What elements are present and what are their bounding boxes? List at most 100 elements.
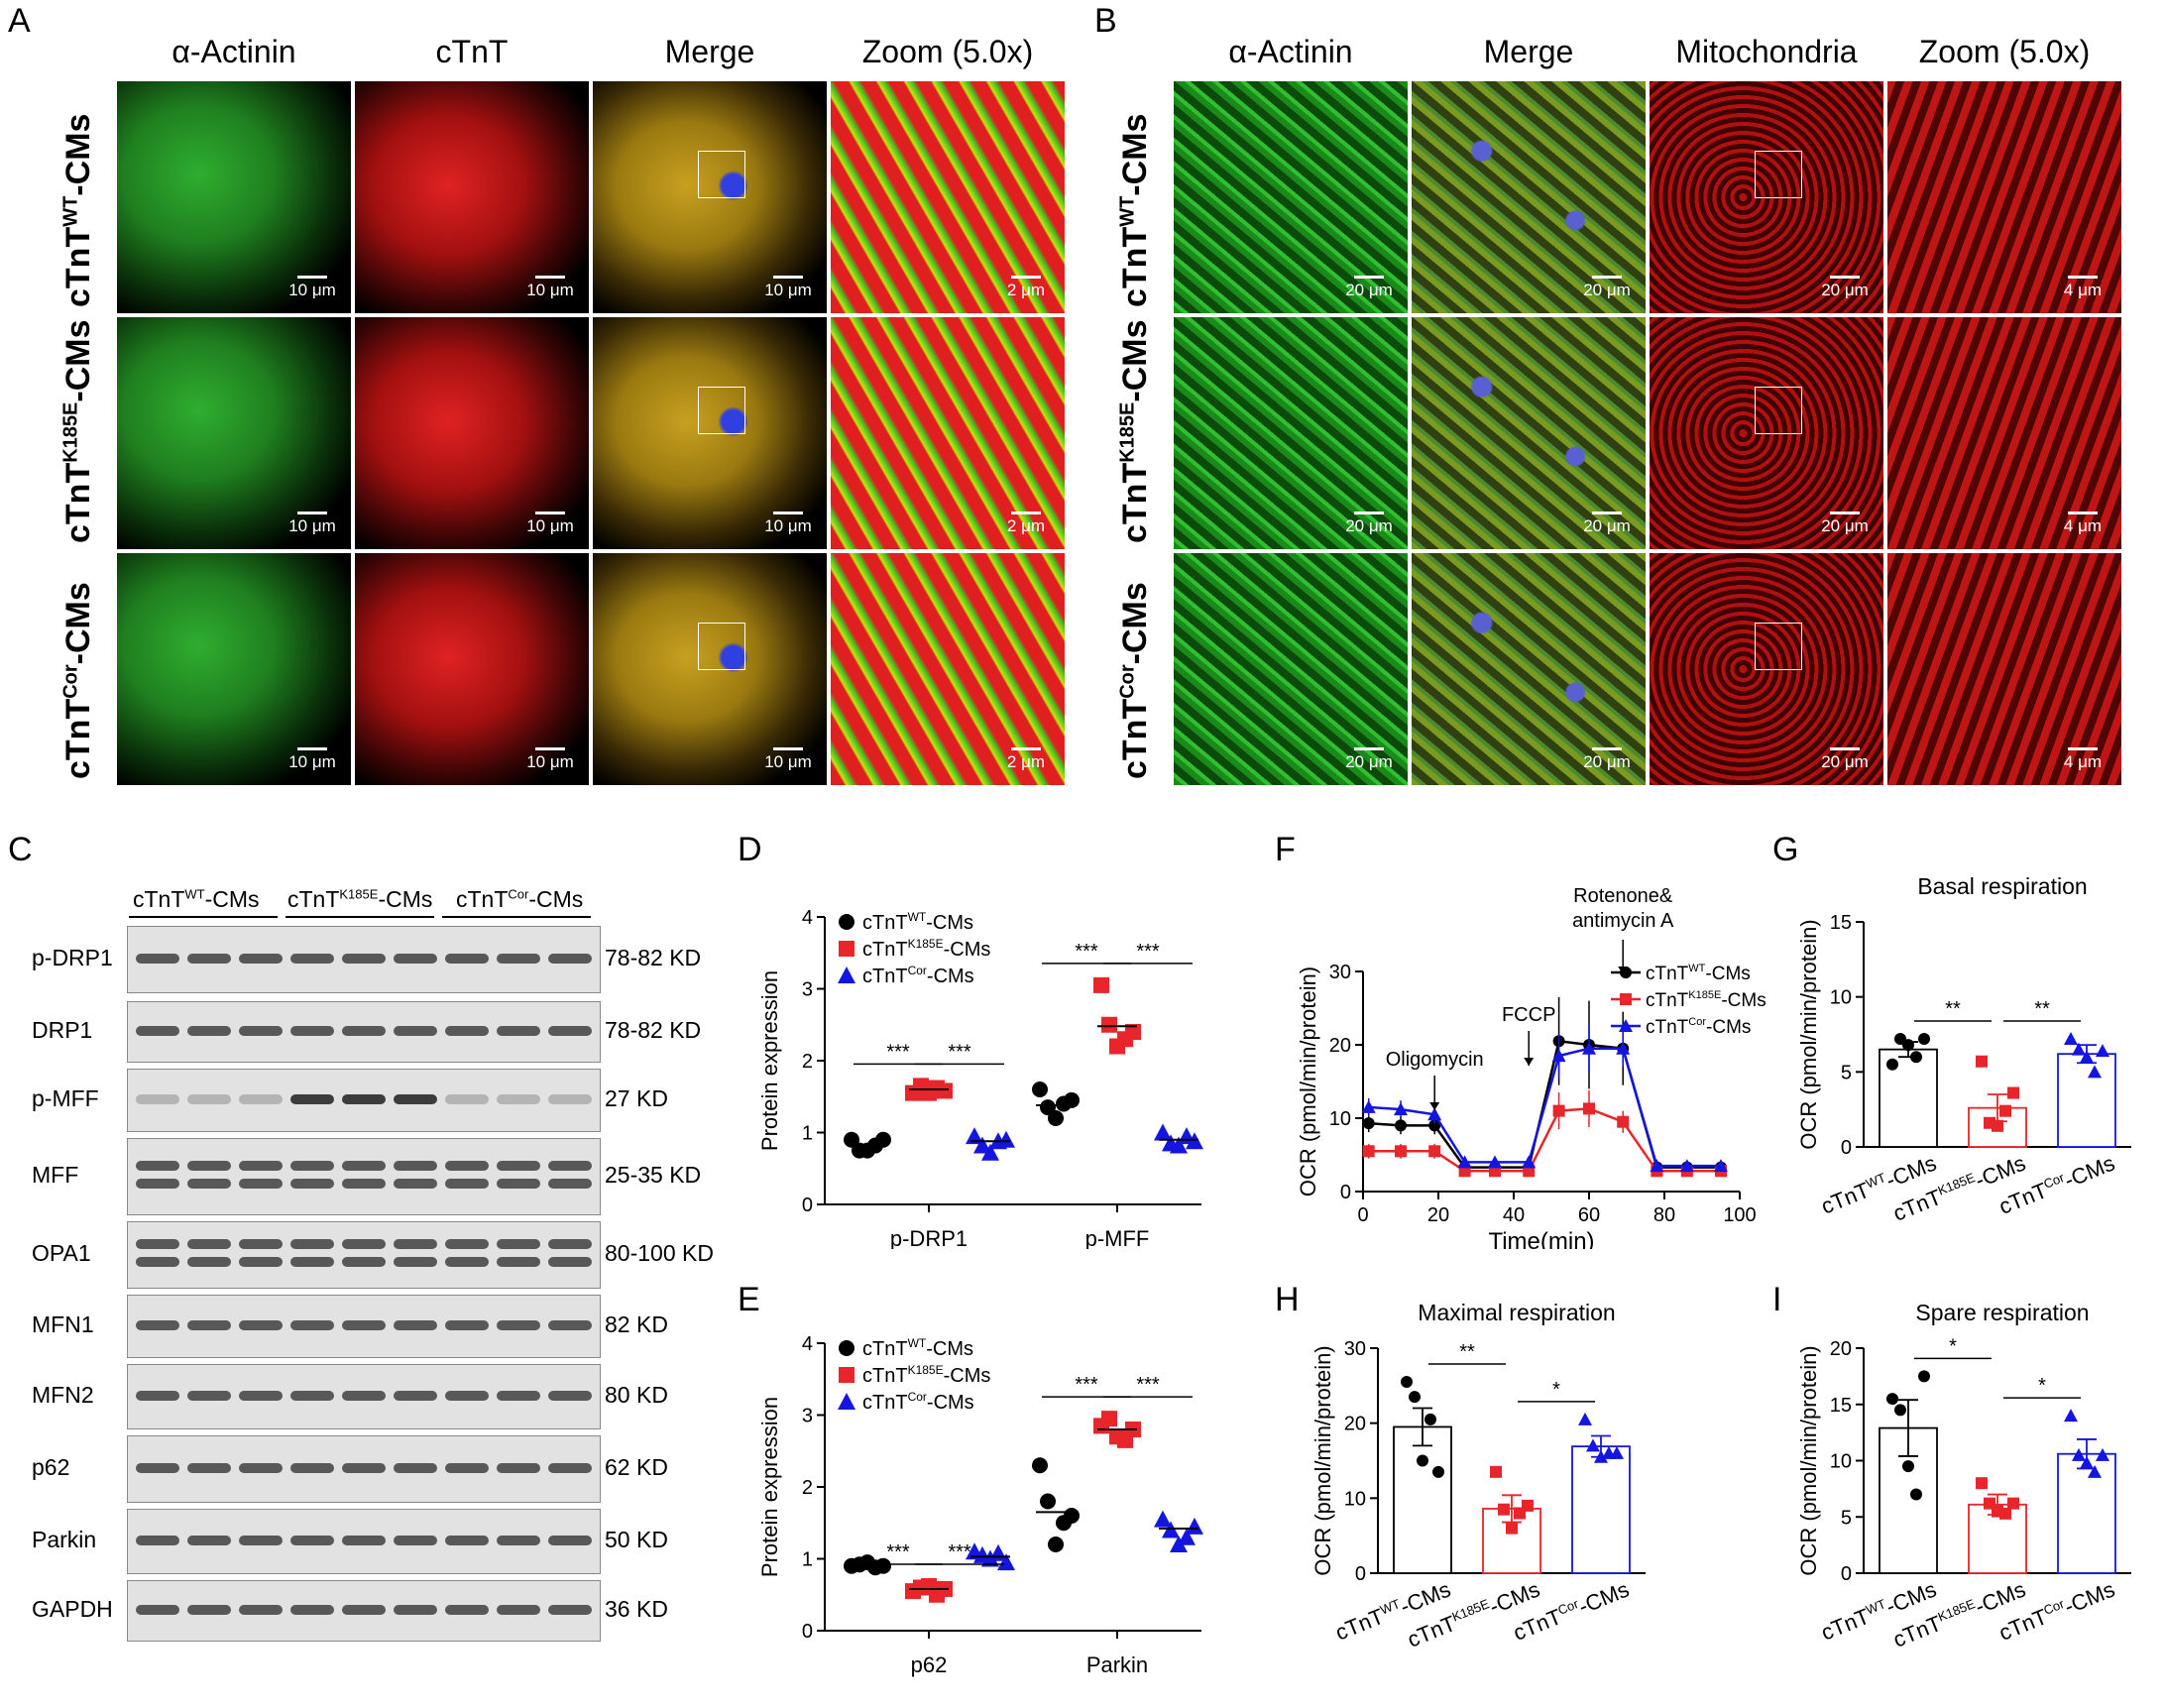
protein-band (136, 1320, 179, 1330)
scale-bar-label: 20 μm (1345, 516, 1393, 535)
y-tick-label: 15 (1830, 912, 1852, 934)
panel-letter-g: G (1772, 831, 1799, 868)
protein-band (497, 1536, 540, 1545)
micrograph (593, 81, 827, 313)
scale-bar: 20 μm (1810, 512, 1880, 536)
protein-band (394, 1026, 437, 1036)
y-tick-label: 10 (1344, 1488, 1366, 1510)
y-tick-label: 30 (1344, 1338, 1366, 1360)
protein-band (187, 1463, 231, 1473)
data-point (1714, 1159, 1728, 1173)
blot-size-label: 36 KD (605, 1596, 668, 1622)
scale-bar: 2 μm (991, 747, 1061, 772)
y-tick-label: 0 (1841, 1563, 1852, 1585)
significance-label: ** (1459, 1341, 1475, 1363)
row-label: cTnTWT-CMs (59, 113, 97, 307)
label-superscript: Cor (508, 886, 529, 902)
protein-band (187, 1391, 231, 1401)
protein-band (394, 1161, 437, 1171)
data-point (2064, 1409, 2078, 1423)
chart-e-mitophagy: 0 1 2 3 4 Protein expression p62 Parkin *** *** **… (757, 1333, 1203, 1677)
zoom-inset-box (698, 623, 746, 671)
protein-band (290, 1391, 334, 1401)
protein-band (342, 1463, 386, 1473)
y-tick-label: 5 (1841, 1062, 1852, 1083)
scale-bar: 20 μm (1810, 276, 1880, 300)
series-line (1368, 1047, 1721, 1168)
significance-label: ** (2034, 998, 2050, 1020)
blot-protein-label: MFN1 (32, 1311, 94, 1337)
y-tick-label: 4 (802, 907, 813, 929)
data-point (1048, 1110, 1064, 1126)
scale-bar-line (1830, 276, 1860, 279)
protein-band (342, 1320, 386, 1330)
data-point (2007, 1086, 2019, 1099)
data-point (997, 1130, 1015, 1148)
micrograph (1174, 81, 1408, 313)
protein-band (497, 954, 540, 964)
protein-band (445, 1179, 489, 1189)
legend-label: cTnTK185E-CMs (1646, 989, 1766, 1011)
y-tick-label: 0 (802, 1621, 813, 1643)
protein-band (239, 1026, 283, 1036)
data-point (1894, 1404, 1906, 1417)
data-point (997, 1553, 1015, 1571)
protein-band (187, 954, 231, 964)
data-point (1093, 976, 1109, 993)
data-point (1522, 1499, 1534, 1512)
data-point (1395, 1119, 1407, 1132)
data-point (2096, 1044, 2109, 1058)
data-point (1498, 1503, 1510, 1516)
protein-band (394, 1239, 437, 1249)
protein-band (445, 1094, 489, 1104)
blot-strip (127, 1435, 601, 1503)
scale-bar-line (1011, 276, 1041, 279)
scale-bar-label: 2 μm (1006, 752, 1046, 771)
micrograph (355, 81, 589, 313)
data-point (1610, 1445, 1624, 1459)
blot-size-label: 27 KD (605, 1085, 668, 1111)
y-tick-label: 0 (802, 1195, 813, 1216)
scale-bar-line (2068, 747, 2098, 750)
protein-band (136, 1161, 179, 1171)
chart-title: Basal respiration (1917, 873, 2087, 899)
protein-band (187, 1094, 231, 1104)
data-point (981, 1549, 999, 1567)
column-header: Zoom (5.0x) (861, 34, 1034, 69)
scale-bar: 20 μm (1572, 747, 1642, 772)
scale-bar-line (2068, 512, 2098, 514)
significance-label: *** (1075, 1374, 1098, 1396)
protein-band (394, 1320, 437, 1330)
micrograph (1887, 81, 2121, 313)
blot-strip (127, 1509, 601, 1574)
protein-band (187, 1179, 231, 1189)
protein-band (394, 1605, 437, 1615)
significance-label: *** (948, 1541, 971, 1563)
data-point (973, 1136, 991, 1154)
micrograph (1650, 553, 1883, 785)
blot-size-label: 80-100 KD (605, 1240, 714, 1266)
micrograph (1174, 317, 1408, 549)
y-tick-label: 4 (802, 1333, 813, 1355)
blot-size-label: 80 KD (605, 1382, 668, 1408)
blot-group-underline (285, 916, 434, 918)
blot-strip (127, 1295, 601, 1358)
scale-bar-label: 10 μm (764, 752, 812, 771)
protein-band (239, 1094, 283, 1104)
micrograph (1650, 317, 1883, 549)
protein-band (445, 1320, 489, 1330)
chart-f-ocr-timecourse: 0 10 20 30 OCR (pmol/min/protein) 0 20 40 60 80 10… (1296, 885, 1766, 1249)
row-label: cTnTK185E-CMs (59, 319, 97, 543)
scale-bar-line (1830, 512, 1860, 514)
annotation-label: FCCP (1502, 1004, 1555, 1026)
data-point (1417, 1454, 1428, 1467)
protein-band (342, 954, 386, 964)
scale-bar-line (297, 512, 327, 514)
y-tick-label: 0 (1841, 1137, 1852, 1159)
data-point (937, 1082, 953, 1099)
data-point (1886, 1058, 1898, 1071)
significance-label: * (1552, 1379, 1560, 1401)
scale-bar-label: 20 μm (1583, 752, 1631, 771)
data-point (1552, 1104, 1565, 1117)
protein-band (548, 954, 592, 964)
